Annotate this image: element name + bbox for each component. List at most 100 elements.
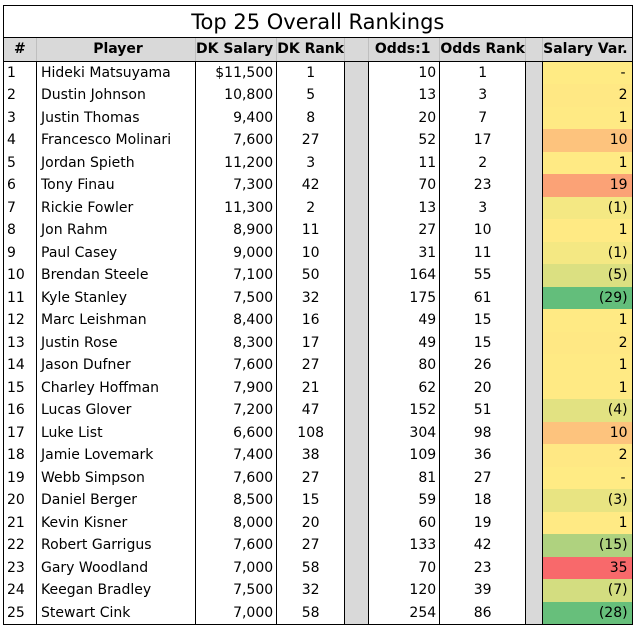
- header-num: #: [3, 37, 37, 62]
- spacer-cell: [525, 444, 543, 467]
- salary-var-cell: 2: [542, 84, 633, 107]
- odds-rank-cell: 39: [439, 579, 526, 602]
- spacer-cell: [344, 174, 369, 197]
- odds-rank-cell: 55: [439, 264, 526, 287]
- spacer-column: [525, 37, 543, 62]
- spacer-cell: [344, 84, 369, 107]
- player-cell: Tony Finau: [36, 174, 196, 197]
- odds-rank-cell: 23: [439, 174, 526, 197]
- dk-rank-cell: 32: [276, 579, 345, 602]
- player-cell: Francesco Molinari: [36, 129, 196, 152]
- dk-salary-cell: 11,300: [194, 196, 277, 219]
- salary-var-cell: 1: [542, 354, 633, 377]
- spacer-cell: [344, 466, 369, 489]
- odds-rank-cell: 86: [439, 601, 526, 625]
- odds-rank-cell: 2: [439, 151, 526, 174]
- row-num-cell: 7: [3, 196, 37, 219]
- spacer-cell: [344, 376, 369, 399]
- odds-rank-cell: 17: [439, 129, 526, 152]
- spacer-cell: [525, 286, 543, 309]
- dk-salary-cell: 9,000: [194, 241, 277, 264]
- player-cell: Gary Woodland: [36, 556, 196, 579]
- dk-salary-cell: 7,000: [194, 601, 277, 625]
- player-cell: Justin Thomas: [36, 106, 196, 129]
- spacer-cell: [344, 511, 369, 534]
- spacer-cell: [344, 241, 369, 264]
- row-num-cell: 8: [3, 219, 37, 242]
- odds-cell: 31: [368, 241, 440, 264]
- salary-var-cell: 10: [542, 421, 633, 444]
- dk-rank-cell: 32: [276, 286, 345, 309]
- dk-rank-cell: 27: [276, 534, 345, 557]
- player-cell: Lucas Glover: [36, 399, 196, 422]
- dk-salary-cell: 7,600: [194, 534, 277, 557]
- table-row: 2 Dustin Johnson 10,800 5 13 3 2: [3, 84, 633, 107]
- row-num-cell: 23: [3, 556, 37, 579]
- row-num-cell: 2: [3, 84, 37, 107]
- salary-var-cell: (3): [542, 489, 633, 512]
- player-cell: Jamie Lovemark: [36, 444, 196, 467]
- table-row: 15 Charley Hoffman 7,900 21 62 20 1: [3, 376, 633, 399]
- player-cell: Brendan Steele: [36, 264, 196, 287]
- player-cell: Jason Dufner: [36, 354, 196, 377]
- odds-rank-cell: 36: [439, 444, 526, 467]
- salary-var-cell: 1: [542, 219, 633, 242]
- dk-rank-cell: 15: [276, 489, 345, 512]
- spacer-cell: [525, 399, 543, 422]
- spacer-cell: [344, 399, 369, 422]
- spacer-cell: [525, 129, 543, 152]
- player-cell: Justin Rose: [36, 331, 196, 354]
- dk-rank-cell: 58: [276, 601, 345, 625]
- spacer-cell: [525, 376, 543, 399]
- dk-salary-cell: 7,500: [194, 286, 277, 309]
- spacer-cell: [525, 579, 543, 602]
- header-dk-rank: DK Rank: [276, 37, 345, 62]
- odds-cell: 175: [368, 286, 440, 309]
- spacer-cell: [525, 151, 543, 174]
- player-cell: Webb Simpson: [36, 466, 196, 489]
- row-num-cell: 12: [3, 309, 37, 332]
- dk-rank-cell: 16: [276, 309, 345, 332]
- spacer-cell: [344, 106, 369, 129]
- dk-salary-cell: 8,900: [194, 219, 277, 242]
- spacer-cell: [525, 241, 543, 264]
- row-num-cell: 4: [3, 129, 37, 152]
- odds-rank-cell: 26: [439, 354, 526, 377]
- rankings-table: Top 25 Overall Rankings # Player DK Sala…: [3, 5, 633, 625]
- dk-rank-cell: 21: [276, 376, 345, 399]
- odds-cell: 52: [368, 129, 440, 152]
- salary-var-cell: 1: [542, 376, 633, 399]
- dk-salary-cell: 7,200: [194, 399, 277, 422]
- dk-rank-cell: 27: [276, 466, 345, 489]
- row-num-cell: 1: [3, 61, 37, 84]
- dk-salary-cell: 7,400: [194, 444, 277, 467]
- odds-rank-cell: 23: [439, 556, 526, 579]
- salary-var-cell: (1): [542, 196, 633, 219]
- player-cell: Luke List: [36, 421, 196, 444]
- spacer-cell: [344, 556, 369, 579]
- row-num-cell: 13: [3, 331, 37, 354]
- spacer-cell: [344, 421, 369, 444]
- spacer-cell: [344, 354, 369, 377]
- player-cell: Kevin Kisner: [36, 511, 196, 534]
- spacer-cell: [525, 264, 543, 287]
- spacer-cell: [344, 331, 369, 354]
- dk-rank-cell: 8: [276, 106, 345, 129]
- table-row: 12 Marc Leishman 8,400 16 49 15 1: [3, 309, 633, 332]
- salary-var-cell: 1: [542, 511, 633, 534]
- table-row: 19 Webb Simpson 7,600 27 81 27-: [3, 466, 633, 489]
- spacer-cell: [525, 219, 543, 242]
- table-row: 6 Tony Finau 7,300 42 70 23 19: [3, 174, 633, 197]
- spacer-cell: [344, 129, 369, 152]
- dk-rank-cell: 27: [276, 354, 345, 377]
- spacer-cell: [525, 309, 543, 332]
- player-cell: Paul Casey: [36, 241, 196, 264]
- table-row: 22 Robert Garrigus 7,600 27 133 42 (15): [3, 534, 633, 557]
- dk-rank-cell: 3: [276, 151, 345, 174]
- odds-rank-cell: 10: [439, 219, 526, 242]
- player-cell: Daniel Berger: [36, 489, 196, 512]
- spacer-cell: [344, 264, 369, 287]
- spacer-cell: [344, 489, 369, 512]
- table-row: 13 Justin Rose 8,300 17 49 15 2: [3, 331, 633, 354]
- row-num-cell: 6: [3, 174, 37, 197]
